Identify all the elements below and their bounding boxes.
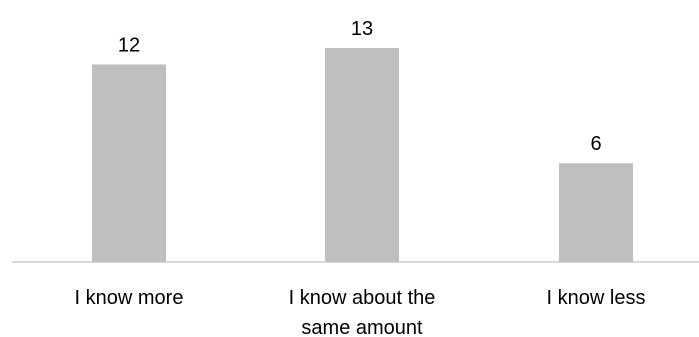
category-label-1-line-0: I know about the xyxy=(289,287,436,309)
data-label-2: 6 xyxy=(590,133,601,155)
category-label-1-line-1: same amount xyxy=(301,317,423,337)
category-label-0: I know more xyxy=(75,287,184,309)
data-label-0: 12 xyxy=(118,34,140,56)
bar-0 xyxy=(92,64,166,262)
category-label-2: I know less xyxy=(547,287,646,309)
bar-1 xyxy=(325,48,399,262)
data-label-1: 13 xyxy=(351,18,373,40)
bar-2 xyxy=(559,163,633,262)
